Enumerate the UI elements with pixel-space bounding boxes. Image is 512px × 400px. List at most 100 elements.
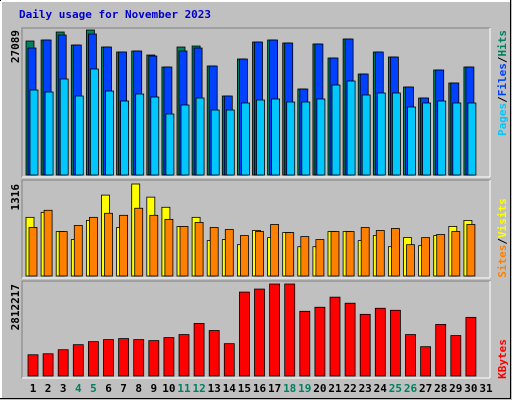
x-tick-label: 3 — [60, 382, 67, 395]
bar — [179, 226, 189, 277]
bar — [345, 231, 355, 277]
bar — [149, 214, 159, 277]
bar — [450, 335, 462, 377]
x-tick-label: 4 — [75, 382, 82, 395]
bar — [359, 313, 371, 377]
legend: Sites/Visits — [496, 198, 509, 278]
bar — [315, 239, 325, 277]
x-tick-label: 7 — [120, 382, 127, 395]
x-tick-label: 21 — [328, 382, 342, 395]
bar — [269, 283, 281, 377]
y-tick-label: 2812217 — [9, 284, 22, 330]
bar — [300, 236, 310, 277]
bar — [27, 354, 39, 377]
x-tick-label: 26 — [404, 382, 418, 395]
legend-entry: Sites — [496, 245, 509, 278]
bar — [180, 104, 190, 176]
bar — [134, 207, 144, 277]
bar — [331, 84, 341, 176]
bar — [72, 344, 84, 377]
bar — [44, 91, 54, 176]
bar — [43, 209, 53, 277]
bar — [118, 338, 129, 377]
bar — [284, 283, 296, 377]
x-tick-label: 29 — [449, 382, 462, 395]
x-tick-label: 14 — [223, 382, 237, 395]
bar — [451, 231, 461, 277]
x-tick-label: 1 — [30, 382, 37, 395]
bar — [73, 225, 83, 277]
bar — [88, 341, 99, 377]
bar — [466, 224, 476, 277]
bar — [301, 101, 311, 176]
bar — [271, 98, 281, 176]
legend-separator: / — [496, 238, 509, 245]
x-tick-label: 8 — [135, 382, 142, 395]
legend: Pages/Files/Hits — [496, 30, 509, 136]
bar — [225, 109, 235, 176]
x-tick-label: 10 — [162, 382, 175, 395]
bar — [376, 92, 386, 176]
bar — [103, 339, 114, 377]
bar — [238, 291, 250, 377]
bar — [105, 90, 114, 176]
bar — [208, 330, 220, 377]
x-tick-label: 28 — [434, 382, 447, 395]
bar — [90, 68, 99, 176]
bar — [120, 100, 129, 176]
legend-separator: / — [496, 96, 509, 103]
x-tick-label: 25 — [389, 382, 402, 395]
x-tick-label: 30 — [464, 382, 477, 395]
bar — [316, 98, 326, 176]
x-tick-label: 2 — [45, 382, 52, 395]
bar — [29, 89, 39, 176]
x-tick-label: 16 — [253, 382, 267, 395]
x-tick-label: 22 — [343, 382, 356, 395]
bar — [42, 353, 54, 377]
bar — [421, 237, 431, 277]
bar — [135, 93, 145, 176]
x-tick-label: 12 — [192, 382, 205, 395]
bar — [194, 222, 204, 277]
bar — [346, 80, 356, 176]
bar — [360, 227, 370, 277]
bar — [405, 334, 416, 377]
bar — [465, 316, 477, 377]
legend-separator: / — [496, 56, 509, 63]
bar — [148, 340, 160, 377]
bar — [467, 102, 477, 176]
y-tick-label: 1316 — [9, 184, 22, 211]
x-tick-label: 9 — [150, 382, 157, 395]
bar — [164, 218, 174, 277]
x-tick-label: 6 — [105, 382, 112, 395]
bar — [150, 96, 160, 176]
bar — [285, 232, 295, 277]
bar — [195, 97, 205, 176]
bar — [452, 102, 462, 176]
legend-entry: Files — [496, 63, 509, 96]
x-tick-label: 20 — [313, 382, 326, 395]
bar — [422, 102, 432, 176]
y-tick-label: 27089 — [9, 30, 22, 63]
x-tick-label: 23 — [359, 382, 372, 395]
bar — [330, 231, 340, 277]
bar — [361, 94, 371, 176]
bar — [58, 231, 68, 277]
bar — [57, 349, 69, 377]
bar — [209, 227, 219, 277]
bar — [178, 334, 190, 377]
x-tick-label: 5 — [90, 382, 97, 395]
bar — [375, 230, 385, 277]
bar — [255, 231, 264, 277]
chart-title: Daily usage for November 2023 — [19, 8, 211, 21]
bar — [119, 214, 128, 277]
bar — [193, 323, 205, 377]
legend-entry: KBytes — [496, 339, 509, 379]
bar — [435, 324, 447, 377]
bar — [407, 106, 416, 176]
bar — [314, 306, 326, 377]
bar — [59, 78, 69, 176]
bar — [163, 337, 175, 377]
bar — [436, 234, 446, 277]
